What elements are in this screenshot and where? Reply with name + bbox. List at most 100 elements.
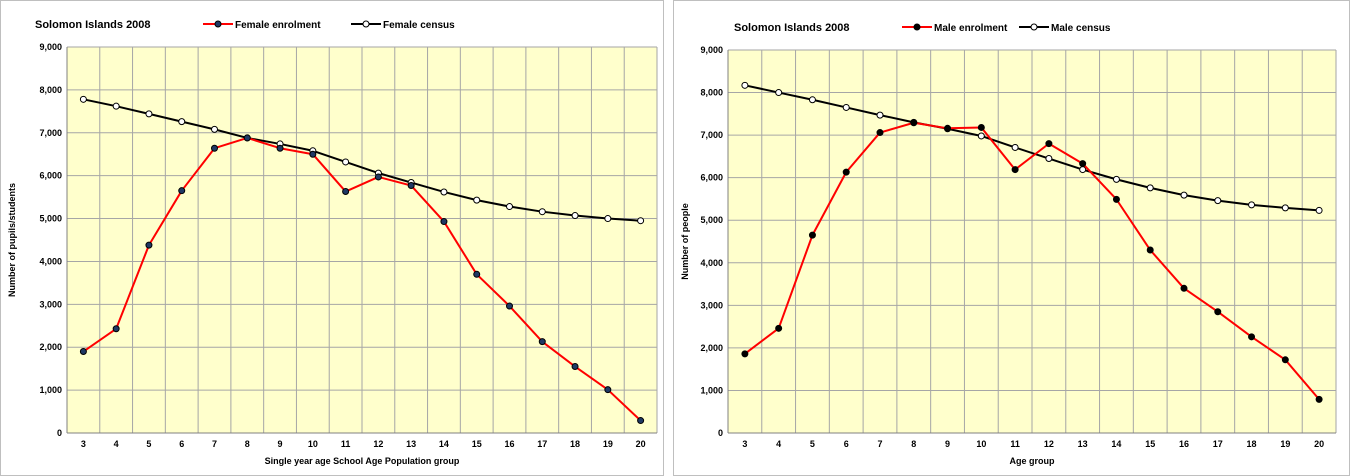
x-tick-label: 12 (373, 439, 383, 449)
x-tick-label: 3 (81, 439, 86, 449)
x-tick-label: 11 (341, 439, 351, 449)
x-tick-label: 3 (742, 439, 747, 449)
data-point (79, 348, 87, 356)
y-tick-label: 7,000 (700, 130, 723, 140)
data-point (1180, 191, 1188, 199)
data-point (538, 208, 546, 216)
data-point (977, 132, 985, 140)
data-point (309, 150, 317, 158)
chart-title: Solomon Islands 2008 (734, 22, 850, 34)
y-tick-label: 4,000 (700, 258, 723, 268)
series-line-male-enrolment (744, 121, 1320, 401)
data-point (876, 129, 884, 137)
data-point (473, 270, 481, 278)
data-point (79, 95, 87, 103)
data-point (977, 123, 985, 131)
data-point (876, 111, 884, 119)
x-tick-label: 5 (810, 439, 815, 449)
data-point (1214, 197, 1222, 205)
data-point (276, 144, 284, 152)
data-point (112, 325, 120, 333)
x-axis-title: Single year age School Age Population gr… (265, 456, 460, 466)
data-point (842, 103, 850, 111)
x-tick-label: 6 (179, 439, 184, 449)
data-point (440, 188, 448, 196)
data-point (1315, 395, 1323, 403)
data-point (637, 417, 645, 425)
x-tick-label: 4 (776, 439, 781, 449)
y-tick-label: 2,000 (39, 342, 62, 352)
data-point (1079, 160, 1087, 168)
male-chart-panel: 0 1,000 2,000 3,000 4,000 5,000 6,000 7,000 8,00… (673, 0, 1350, 476)
male-chart: 0 1,000 2,000 3,000 4,000 5,000 6,000 7,000 8,00… (680, 22, 1337, 466)
data-point (1214, 308, 1222, 316)
x-tick-label: 10 (976, 439, 986, 449)
y-tick-label: 9,000 (700, 45, 723, 55)
data-point (538, 338, 546, 346)
data-point (407, 182, 415, 190)
data-point (178, 187, 186, 195)
y-tick-label: 5,000 (39, 214, 62, 224)
data-point (1315, 206, 1323, 214)
data-point (243, 134, 251, 142)
data-point (1112, 195, 1120, 203)
x-tick-label: 4 (114, 439, 119, 449)
data-point (342, 188, 350, 196)
data-point (506, 203, 513, 211)
x-tick-label: 9 (278, 439, 283, 449)
y-tick-label: 2,000 (700, 343, 723, 353)
x-tick-label: 18 (1247, 439, 1257, 449)
data-point (571, 212, 579, 220)
data-point (506, 302, 513, 310)
series-line-male-census (744, 84, 1320, 212)
data-point (1180, 284, 1188, 292)
legend-marker (214, 20, 222, 28)
data-point (1045, 140, 1053, 148)
data-point (1045, 155, 1053, 163)
x-tick-label: 14 (1111, 439, 1121, 449)
data-point (211, 125, 218, 133)
data-point (440, 218, 448, 226)
data-point (374, 173, 382, 181)
y-tick-label: 6,000 (700, 173, 723, 183)
data-point (944, 124, 952, 132)
female-chart-panel: 0 1,000 2,000 3,000 4,000 5,000 6,000 7,000 8,00… (0, 0, 664, 476)
data-point (1079, 166, 1087, 174)
y-tick-label: 3,000 (700, 300, 723, 310)
female-chart: 0 1,000 2,000 3,000 4,000 5,000 6,000 7,000 8,00… (7, 19, 658, 466)
y-tick-label: 9,000 (39, 42, 62, 52)
x-tick-label: 17 (1213, 439, 1223, 449)
x-tick-label: 11 (1010, 439, 1020, 449)
data-point (1146, 246, 1154, 254)
data-point (178, 118, 186, 126)
series-line-female-enrolment (82, 136, 642, 422)
x-tick-label: 13 (406, 439, 416, 449)
y-tick-label: 7,000 (39, 128, 62, 138)
y-tick-label: 4,000 (39, 256, 62, 266)
y-tick-label: 1,000 (39, 385, 62, 395)
data-point (1146, 184, 1154, 192)
data-point (473, 196, 481, 204)
data-point (1248, 201, 1256, 209)
x-tick-label: 7 (877, 439, 882, 449)
y-tick-label: 0 (718, 428, 723, 438)
data-point (1281, 356, 1289, 364)
x-tick-label: 19 (1280, 439, 1290, 449)
data-point (571, 363, 579, 371)
data-point (775, 324, 783, 332)
x-tick-label: 10 (308, 439, 318, 449)
y-tick-label: 1,000 (700, 385, 723, 395)
y-tick-label: 8,000 (700, 88, 723, 98)
x-tick-label: 13 (1078, 439, 1088, 449)
x-tick-label: 20 (1314, 439, 1324, 449)
y-axis-title: Number of pupils/students (7, 183, 17, 297)
x-axis-title: Age group (1010, 456, 1055, 466)
x-tick-label: 15 (472, 439, 482, 449)
legend-marker (362, 20, 370, 28)
x-tick-label: 20 (636, 439, 646, 449)
x-tick-label: 7 (212, 439, 217, 449)
x-tick-label: 12 (1044, 439, 1054, 449)
data-point (1011, 166, 1019, 174)
data-point (741, 81, 749, 89)
x-tick-label: 19 (603, 439, 613, 449)
